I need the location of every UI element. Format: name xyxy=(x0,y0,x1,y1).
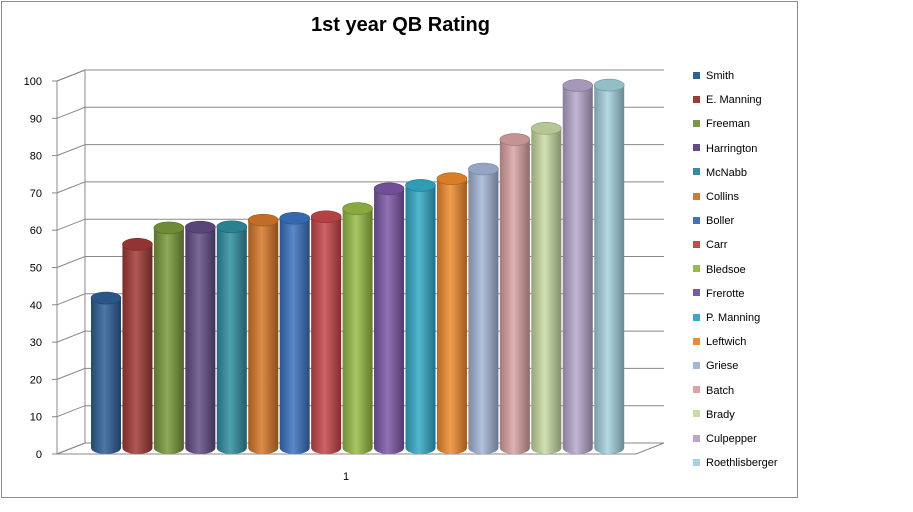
y-tick-label: 20 xyxy=(30,374,42,386)
legend-swatch xyxy=(693,337,700,345)
y-tick-label: 40 xyxy=(30,300,42,312)
x-tick-label: 1 xyxy=(343,471,349,483)
bars xyxy=(90,78,625,455)
bar-brady xyxy=(530,122,562,455)
y-tick-label: 90 xyxy=(30,113,42,125)
gridline xyxy=(56,144,664,157)
legend-label: P. Manning xyxy=(706,312,761,324)
legend-label: Brady xyxy=(706,408,735,421)
bar-culpepper xyxy=(562,79,594,455)
legend-swatch xyxy=(693,361,700,369)
y-tick-label: 10 xyxy=(30,412,42,424)
legend-label: Collins xyxy=(706,191,740,203)
bar-e-manning xyxy=(122,238,153,455)
legend-entry: Smith xyxy=(693,69,734,83)
legend-swatch xyxy=(693,386,700,394)
legend-entry: Batch xyxy=(693,384,734,398)
bar-p-manning xyxy=(405,179,436,455)
bar-boller xyxy=(279,211,311,455)
legend-entry: McNabb xyxy=(693,166,747,180)
legend-swatch xyxy=(693,410,700,418)
legend-label: Freeman xyxy=(706,118,751,131)
gridline xyxy=(56,69,664,82)
bar-leftwich xyxy=(436,172,468,455)
y-axis-ticks: 0 10 20 30 40 50 60 70 80 90 100 xyxy=(24,76,58,461)
legend-entry: E. Manning xyxy=(693,93,762,107)
y-tick-label: 100 xyxy=(24,76,42,88)
legend-label: Boller xyxy=(706,215,735,228)
legend-swatch xyxy=(693,95,700,103)
legend-swatch xyxy=(693,192,700,200)
legend-entry: Frerotte xyxy=(693,287,745,301)
x-axis-ticks: 1 xyxy=(343,471,349,483)
legend-entry: Leftwich xyxy=(693,335,746,349)
legend-entry: Roethlisberger xyxy=(693,456,778,470)
legend-label: Leftwich xyxy=(706,336,747,349)
bar-freeman xyxy=(153,221,185,455)
legend-entry: P. Manning xyxy=(693,311,760,325)
bar-bledsoe xyxy=(342,202,373,455)
legend-swatch xyxy=(693,119,700,127)
bar-collins xyxy=(247,213,279,455)
legend-swatch xyxy=(693,434,700,442)
bar-frerotte xyxy=(373,182,405,455)
bar-carr xyxy=(310,210,342,455)
legend-label: Griese xyxy=(706,360,739,373)
legend-swatch xyxy=(693,144,700,152)
legend-entry: Harrington xyxy=(693,142,757,156)
y-tick-label: 60 xyxy=(30,225,42,237)
y-tick-label: 50 xyxy=(30,263,42,275)
legend-label: Harrington xyxy=(706,142,758,155)
legend-label: McNabb xyxy=(706,166,747,179)
legend-label: Carr xyxy=(706,239,728,252)
bar-harrington xyxy=(185,220,216,455)
legend-swatch xyxy=(693,168,700,176)
bar-griese xyxy=(468,162,499,455)
legend-label: Smith xyxy=(706,70,735,82)
legend-label: Roethlisberger xyxy=(706,457,778,470)
legend-swatch xyxy=(693,265,700,273)
legend-label: Bledsoe xyxy=(706,263,746,276)
bar-mcnabb xyxy=(216,220,248,455)
legend-entry: Griese xyxy=(693,359,738,373)
legend-swatch xyxy=(693,313,700,321)
legend-label: Frerotte xyxy=(706,287,745,300)
gridline xyxy=(56,106,664,119)
legend-entry: Carr xyxy=(693,238,727,252)
legend-label: E. Manning xyxy=(706,94,762,107)
y-tick-label: 30 xyxy=(30,337,42,349)
legend-entry: Boller xyxy=(693,214,734,228)
y-tick-label: 70 xyxy=(30,188,42,200)
chart-title: 1st year QB Rating xyxy=(311,14,490,36)
legend-swatch xyxy=(693,289,700,297)
legend-entry: Brady xyxy=(693,408,735,422)
legend-swatch xyxy=(693,458,700,466)
legend-swatch xyxy=(693,216,700,224)
legend-entry: Collins xyxy=(693,190,739,204)
bar-roethlisberger xyxy=(593,78,625,455)
y-tick-label: 0 xyxy=(36,449,42,461)
legend-entry: Bledsoe xyxy=(693,263,746,277)
y-tick-label: 80 xyxy=(30,151,42,163)
legend-label: Batch xyxy=(706,384,735,397)
bar-smith xyxy=(90,291,122,454)
legend-label: Culpepper xyxy=(706,433,757,445)
legend-swatch xyxy=(693,71,700,79)
legend-entry: Culpepper xyxy=(693,432,757,446)
legend-swatch xyxy=(693,240,700,248)
legend-entry: Freeman xyxy=(693,117,750,131)
bar-batch xyxy=(499,133,531,455)
